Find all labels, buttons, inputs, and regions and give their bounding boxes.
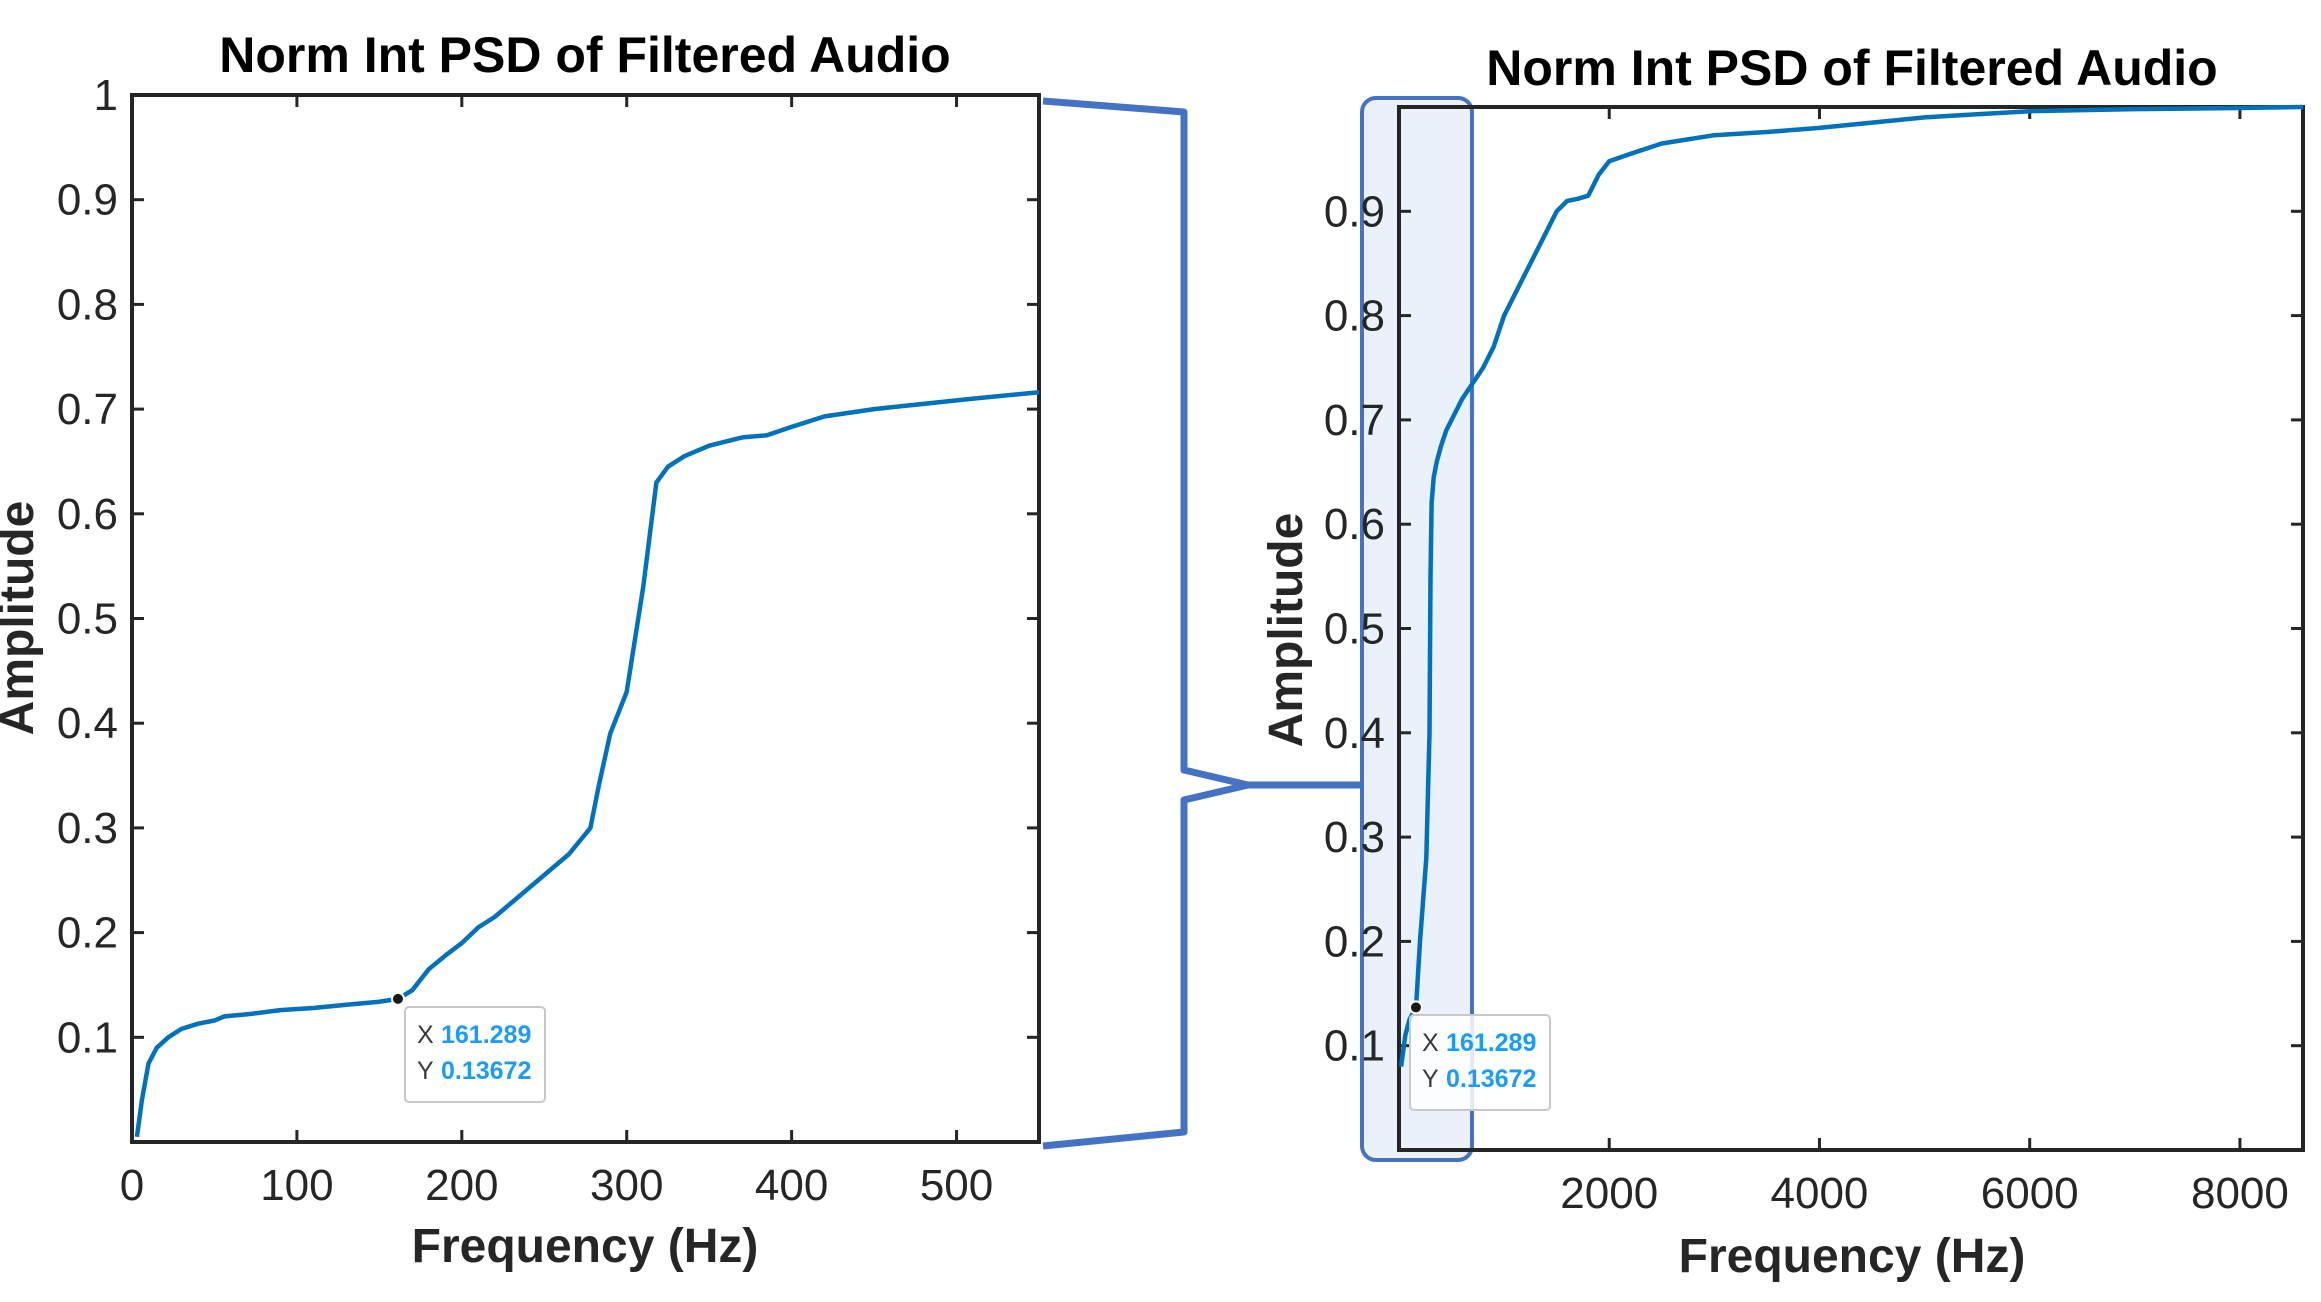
x-tick-label: 8000 xyxy=(2191,1169,2289,1218)
chart-right-axes-box xyxy=(1397,105,2305,1152)
y-tick-label: 0.2 xyxy=(57,909,118,958)
y-tick-label: 0.1 xyxy=(1324,1022,1385,1071)
y-tick-label: 0.4 xyxy=(57,699,118,748)
datatip-x-value: 161.289 xyxy=(1446,1029,1536,1057)
datatip-y-label: Y xyxy=(417,1057,434,1085)
y-tick-label: 0.8 xyxy=(1324,292,1385,341)
chart-right: Norm Int PSD of Filtered Audio 2000 4000 6… xyxy=(1260,40,2305,1283)
y-tick-label: 0.3 xyxy=(57,804,118,853)
x-tick-label: 6000 xyxy=(1981,1169,2079,1218)
datatip-y-label: Y xyxy=(1422,1065,1439,1093)
x-tick-label: 100 xyxy=(260,1161,333,1210)
zoom-connector-bracket xyxy=(1042,97,1362,1150)
x-tick-label: 2000 xyxy=(1560,1169,1658,1218)
datatip-box xyxy=(1409,1014,1551,1111)
x-tick-label: 400 xyxy=(755,1161,828,1210)
chart-left-title: Norm Int PSD of Filtered Audio xyxy=(219,27,950,83)
y-tick-label: 0.7 xyxy=(57,385,118,434)
x-tick-label: 0 xyxy=(120,1161,144,1210)
x-tick-label: 4000 xyxy=(1771,1169,1869,1218)
datatip-marker[interactable] xyxy=(390,991,405,1006)
zoom-highlight-region xyxy=(1360,96,1474,1162)
datatip-x-value: 161.289 xyxy=(441,1021,531,1049)
chart-left-series-line xyxy=(134,390,1040,1138)
x-tick-label: 500 xyxy=(920,1161,993,1210)
y-tick-label: 0.1 xyxy=(57,1013,118,1062)
datatip-x-label: X xyxy=(1422,1029,1439,1057)
y-tick-label: 0.6 xyxy=(1324,500,1385,549)
chart-right-title: Norm Int PSD of Filtered Audio xyxy=(1486,40,2217,96)
datatip-box xyxy=(404,1006,546,1103)
datatip-y-value: 0.13672 xyxy=(441,1057,531,1085)
y-tick-label: 1 xyxy=(94,71,118,120)
x-tick-label: 200 xyxy=(425,1161,498,1210)
datatip-x-label: X xyxy=(417,1021,434,1049)
datatip-marker[interactable] xyxy=(1408,1000,1423,1015)
chart-right-xlabel: Frequency (Hz) xyxy=(1679,1230,2026,1283)
y-tick-label: 0.7 xyxy=(1324,396,1385,445)
y-tick-label: 0.6 xyxy=(57,490,118,539)
chart-right-series-line xyxy=(1398,104,2304,1067)
chart-right-ylabel: Amplitude xyxy=(1260,513,1313,748)
chart-left-ylabel: Amplitude xyxy=(0,501,44,736)
chart-left-xlabel: Frequency (Hz) xyxy=(412,1220,759,1273)
y-tick-label: 0.5 xyxy=(57,595,118,644)
y-tick-label: 0.9 xyxy=(57,176,118,225)
y-tick-label: 0.2 xyxy=(1324,917,1385,966)
y-tick-label: 0.3 xyxy=(1324,813,1385,862)
y-tick-label: 0.5 xyxy=(1324,605,1385,654)
y-tick-label: 0.9 xyxy=(1324,187,1385,236)
y-tick-label: 0.4 xyxy=(1324,709,1385,758)
y-tick-label: 0.8 xyxy=(57,280,118,329)
chart-left: Norm Int PSD of Filtered Audio 0 100 200 30… xyxy=(0,27,1041,1273)
x-tick-label: 300 xyxy=(590,1161,663,1210)
chart-left-axes-box xyxy=(130,93,1041,1144)
datatip-y-value: 0.13672 xyxy=(1446,1065,1536,1093)
